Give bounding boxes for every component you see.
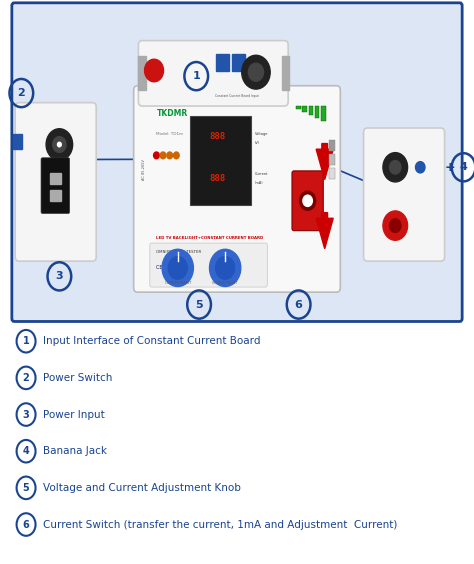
Text: 1: 1 [23, 336, 29, 346]
Circle shape [210, 249, 241, 287]
FancyArrow shape [316, 143, 333, 179]
Text: Voltage and Current Adjustment Knob: Voltage and Current Adjustment Knob [43, 483, 240, 493]
Circle shape [416, 162, 425, 173]
Text: 4: 4 [460, 162, 467, 172]
Circle shape [53, 136, 66, 152]
Circle shape [145, 59, 164, 82]
Text: 6: 6 [295, 299, 302, 310]
Text: Power Switch: Power Switch [43, 373, 112, 383]
Bar [13, 134, 22, 149]
Circle shape [154, 152, 159, 159]
Bar [329, 153, 335, 165]
Text: OMNIPOTENCE TESTER: OMNIPOTENCE TESTER [156, 250, 201, 254]
Text: (mA): (mA) [255, 180, 264, 184]
Text: Banana Jack: Banana Jack [43, 446, 107, 456]
Text: 2: 2 [18, 88, 25, 98]
Text: LED TV BACKLIGHT+CONSTANT CURRENT BOARD: LED TV BACKLIGHT+CONSTANT CURRENT BOARD [156, 236, 264, 240]
FancyBboxPatch shape [150, 243, 267, 287]
FancyBboxPatch shape [134, 86, 340, 292]
Circle shape [46, 129, 73, 160]
Text: 888: 888 [209, 132, 226, 141]
FancyBboxPatch shape [364, 128, 445, 261]
Circle shape [216, 257, 235, 279]
Text: 1: 1 [192, 71, 200, 81]
Text: CE  RoHS: CE RoHS [156, 266, 179, 270]
Circle shape [160, 152, 166, 159]
FancyBboxPatch shape [12, 3, 462, 321]
Circle shape [167, 152, 173, 159]
Bar [329, 168, 335, 179]
Circle shape [162, 249, 193, 287]
Circle shape [390, 219, 401, 232]
Bar [302, 106, 307, 112]
Text: Model: TD1m: Model: TD1m [156, 131, 183, 136]
FancyBboxPatch shape [190, 116, 251, 205]
Circle shape [173, 152, 179, 159]
Text: 888: 888 [209, 174, 226, 183]
Bar [282, 56, 289, 90]
Circle shape [383, 211, 408, 240]
FancyArrow shape [316, 213, 333, 249]
Text: TKDMR: TKDMR [156, 109, 188, 118]
Text: Power Input: Power Input [43, 409, 104, 420]
Text: Voltage: Voltage [255, 131, 268, 136]
Bar [309, 106, 313, 115]
Text: 2: 2 [23, 373, 29, 383]
Text: 3: 3 [55, 271, 63, 281]
Text: AC 85-265V: AC 85-265V [142, 158, 146, 180]
FancyBboxPatch shape [15, 103, 96, 261]
Text: 5: 5 [23, 483, 29, 493]
FancyBboxPatch shape [41, 158, 70, 213]
Bar [138, 56, 146, 90]
Text: CURRENT PRESET: CURRENT PRESET [164, 281, 191, 285]
Circle shape [390, 161, 401, 174]
Circle shape [300, 191, 316, 210]
Text: (V): (V) [255, 140, 260, 144]
Circle shape [303, 195, 312, 206]
Text: Input Interface of Constant Current Board: Input Interface of Constant Current Boar… [43, 336, 260, 346]
Bar [315, 106, 319, 118]
Bar [50, 190, 61, 200]
Text: 4: 4 [23, 446, 29, 456]
Bar [296, 106, 301, 109]
FancyBboxPatch shape [138, 41, 288, 106]
Bar [232, 54, 245, 70]
Circle shape [168, 257, 187, 279]
Circle shape [383, 153, 408, 182]
Bar [216, 54, 229, 70]
Text: 3: 3 [23, 409, 29, 420]
Bar [50, 173, 61, 183]
Text: VOLTAGE PRESET: VOLTAGE PRESET [212, 281, 238, 285]
Circle shape [57, 142, 61, 147]
Bar [321, 106, 326, 121]
Text: 6: 6 [23, 519, 29, 530]
Text: Current Switch (transfer the current, 1mA and Adjustment  Current): Current Switch (transfer the current, 1m… [43, 519, 397, 530]
Text: Constant Current Board Input: Constant Current Board Input [215, 94, 259, 98]
Circle shape [242, 55, 270, 89]
Text: 5: 5 [195, 299, 203, 310]
FancyBboxPatch shape [292, 171, 323, 231]
Bar [329, 139, 335, 151]
Text: +: + [445, 161, 455, 174]
Circle shape [248, 63, 264, 81]
Text: Current: Current [255, 171, 268, 175]
